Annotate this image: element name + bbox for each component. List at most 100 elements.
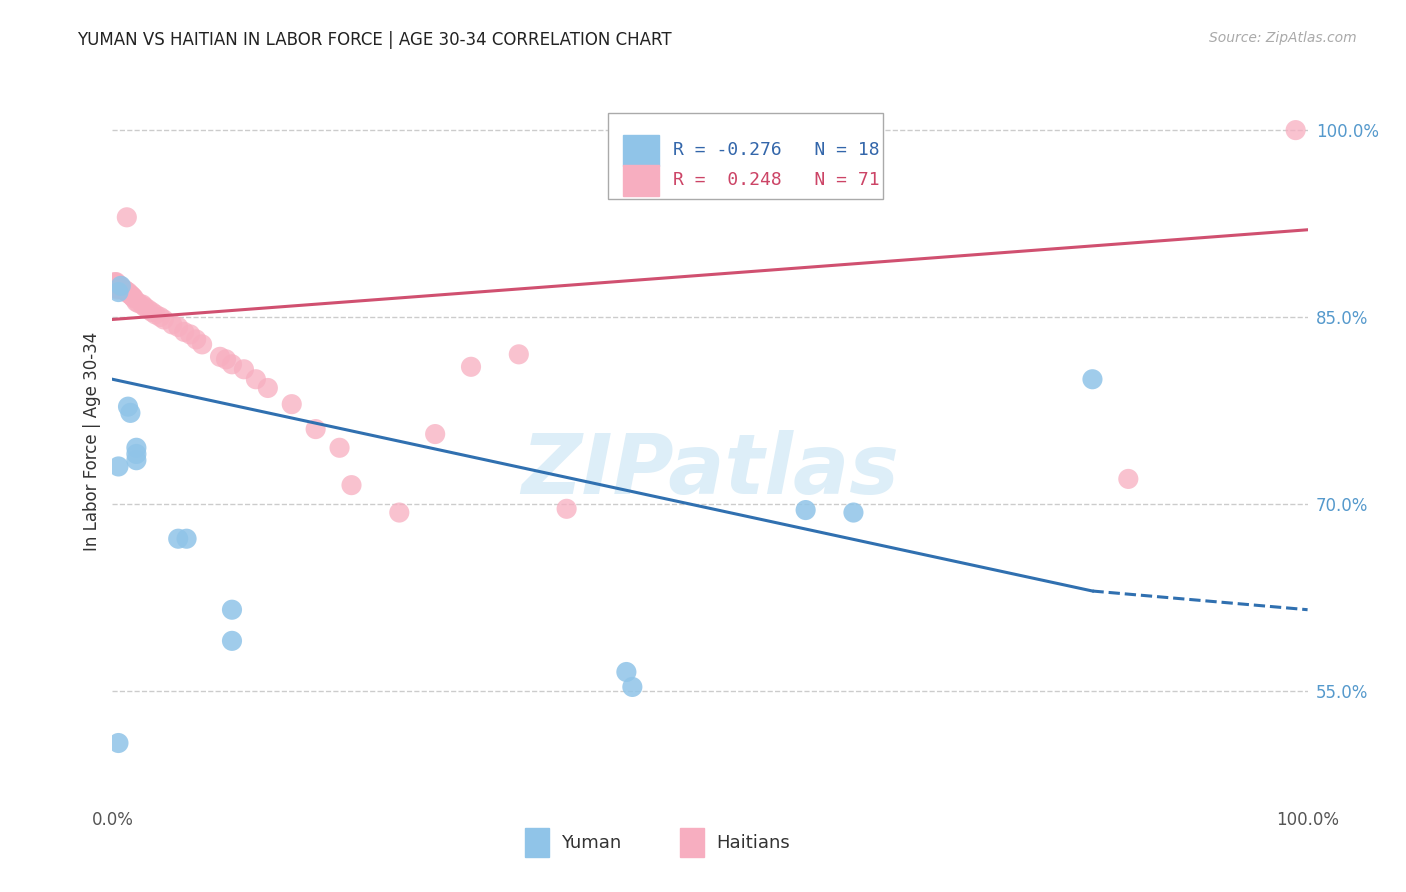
Point <box>145 308 167 322</box>
Point <box>221 357 243 371</box>
Point <box>1118 472 1140 486</box>
Point <box>105 281 128 295</box>
Bar <box>524 828 548 857</box>
FancyBboxPatch shape <box>609 112 883 200</box>
Point <box>186 332 208 346</box>
Point <box>114 283 135 297</box>
Point <box>105 278 128 293</box>
Point <box>221 633 243 648</box>
Point <box>167 532 190 546</box>
Point <box>110 278 132 293</box>
Text: YUMAN VS HAITIAN IN LABOR FORCE | AGE 30-34 CORRELATION CHART: YUMAN VS HAITIAN IN LABOR FORCE | AGE 30… <box>77 31 672 49</box>
Point <box>107 285 129 299</box>
Point <box>104 277 127 292</box>
Y-axis label: In Labor Force | Age 30-34: In Labor Force | Age 30-34 <box>83 332 101 551</box>
Point <box>425 427 447 442</box>
Point <box>233 362 256 376</box>
Text: R = -0.276   N = 18: R = -0.276 N = 18 <box>673 141 880 159</box>
Text: ZIPatlas: ZIPatlas <box>522 430 898 511</box>
Point <box>105 277 128 292</box>
Point <box>122 291 145 305</box>
Bar <box>681 828 704 857</box>
Point <box>215 352 238 367</box>
Point <box>111 283 134 297</box>
Point <box>107 277 129 292</box>
Point <box>108 278 131 293</box>
Point <box>794 503 817 517</box>
Text: Source: ZipAtlas.com: Source: ZipAtlas.com <box>1209 31 1357 45</box>
Point <box>281 397 304 411</box>
Point <box>191 337 214 351</box>
Point <box>105 277 128 292</box>
Point <box>388 506 411 520</box>
Point <box>125 447 148 461</box>
Point <box>141 305 163 319</box>
Point <box>125 453 148 467</box>
Point <box>616 665 638 679</box>
Point <box>103 278 125 293</box>
Point <box>104 277 127 291</box>
Point <box>107 459 129 474</box>
Point <box>621 680 644 694</box>
Point <box>115 211 138 225</box>
Point <box>104 278 127 293</box>
Point <box>120 406 142 420</box>
Point <box>128 296 150 310</box>
Point <box>176 532 198 546</box>
Point <box>105 280 128 294</box>
Point <box>117 400 139 414</box>
Point <box>508 347 530 361</box>
Point <box>221 603 243 617</box>
Point <box>131 297 153 311</box>
Bar <box>623 165 658 196</box>
Point <box>110 281 132 295</box>
Text: R =  0.248   N = 71: R = 0.248 N = 71 <box>673 171 880 189</box>
Point <box>105 277 128 291</box>
Point <box>108 281 131 295</box>
Point <box>167 320 190 334</box>
Point <box>104 275 127 289</box>
Point <box>108 280 131 294</box>
Point <box>110 280 132 294</box>
Point <box>107 736 129 750</box>
Point <box>329 441 352 455</box>
Point <box>460 359 482 374</box>
Point <box>555 501 578 516</box>
Point <box>112 283 135 297</box>
Point <box>125 295 148 310</box>
Point <box>149 310 172 324</box>
Point <box>121 289 143 303</box>
Point <box>107 278 129 293</box>
Point <box>103 277 125 292</box>
Point <box>107 280 129 294</box>
Point <box>111 281 134 295</box>
Point <box>117 286 139 301</box>
Point <box>105 283 128 297</box>
Point <box>179 327 201 342</box>
Text: Haitians: Haitians <box>716 833 790 852</box>
Point <box>162 318 183 332</box>
Point <box>138 302 160 317</box>
Point <box>1081 372 1104 386</box>
Point <box>120 287 142 301</box>
Point <box>103 280 125 294</box>
Point <box>114 284 136 298</box>
Point <box>153 312 176 326</box>
Text: Yuman: Yuman <box>561 833 621 852</box>
Point <box>105 281 128 295</box>
Point <box>209 350 232 364</box>
Point <box>340 478 363 492</box>
Point <box>105 275 128 289</box>
Point <box>257 381 280 395</box>
Point <box>134 300 156 314</box>
Bar <box>623 135 658 166</box>
Point <box>105 278 128 293</box>
Point <box>117 285 139 299</box>
Point <box>842 506 865 520</box>
Point <box>245 372 267 386</box>
Point <box>104 280 127 294</box>
Point <box>173 325 195 339</box>
Point <box>105 280 128 294</box>
Point <box>1285 123 1308 137</box>
Point <box>125 441 148 455</box>
